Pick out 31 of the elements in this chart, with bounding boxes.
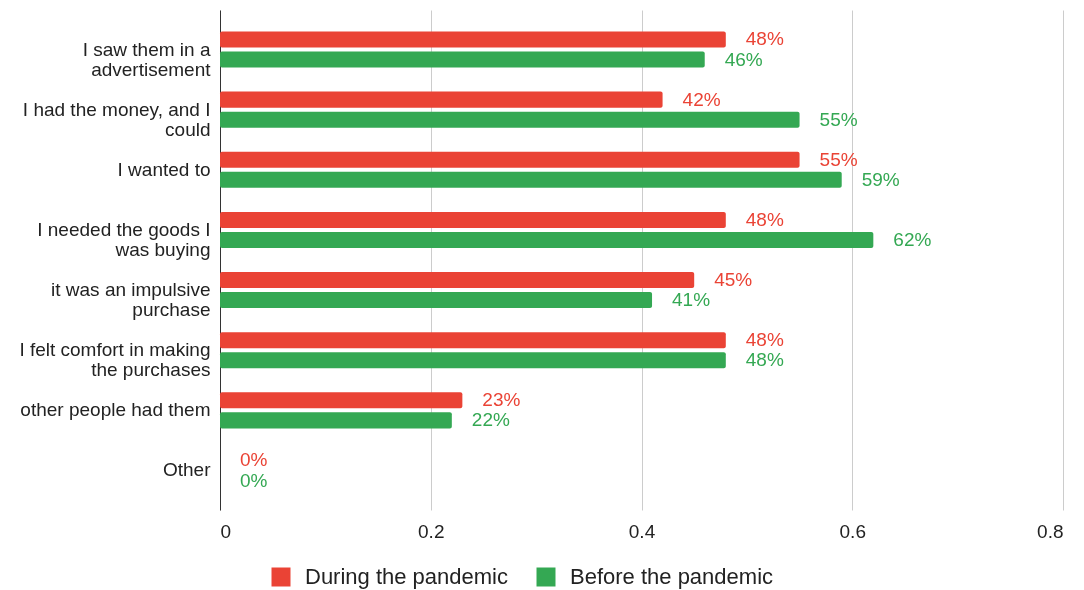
y-tick-label: it was an impulsive purchase [51,279,211,321]
y-tick-label: I needed the goods I was buying [37,218,211,260]
y-tick-label: Other [162,459,212,481]
legend-label: Before the pandemic [570,564,774,589]
x-tick-label: 0.4 [628,520,656,542]
x-tick-label: 0.8 [1037,520,1064,542]
data-label: 22% [471,409,510,431]
y-tick-label: I wanted to [117,158,211,180]
y-tick-label: I saw them in a advertisement [82,38,212,80]
data-label: 55% [819,108,858,130]
y-tick-label: other people had them [20,399,211,421]
data-label: 45% [714,269,753,291]
data-label: 48% [745,208,784,230]
data-label: 0% [240,469,268,491]
data-label: 48% [745,329,784,351]
x-tick-label: 0.6 [839,520,866,542]
data-label: 59% [861,168,900,190]
y-tick-label: I felt comfort in making the purchases [19,339,211,381]
data-label: 0% [240,449,268,471]
data-label: 41% [672,289,711,311]
data-label: 48% [745,349,784,371]
legend-label: During the pandemic [305,564,509,589]
data-label: 46% [724,48,763,70]
x-tick-label: 0 [220,520,232,542]
x-tick-label: 0.2 [418,520,445,542]
data-label: 42% [682,88,721,110]
data-label: 55% [819,148,858,170]
data-label: 48% [745,28,784,50]
y-tick-label: I had the money, and I could [22,98,211,140]
data-label: 23% [482,389,521,411]
data-label: 62% [893,228,932,250]
